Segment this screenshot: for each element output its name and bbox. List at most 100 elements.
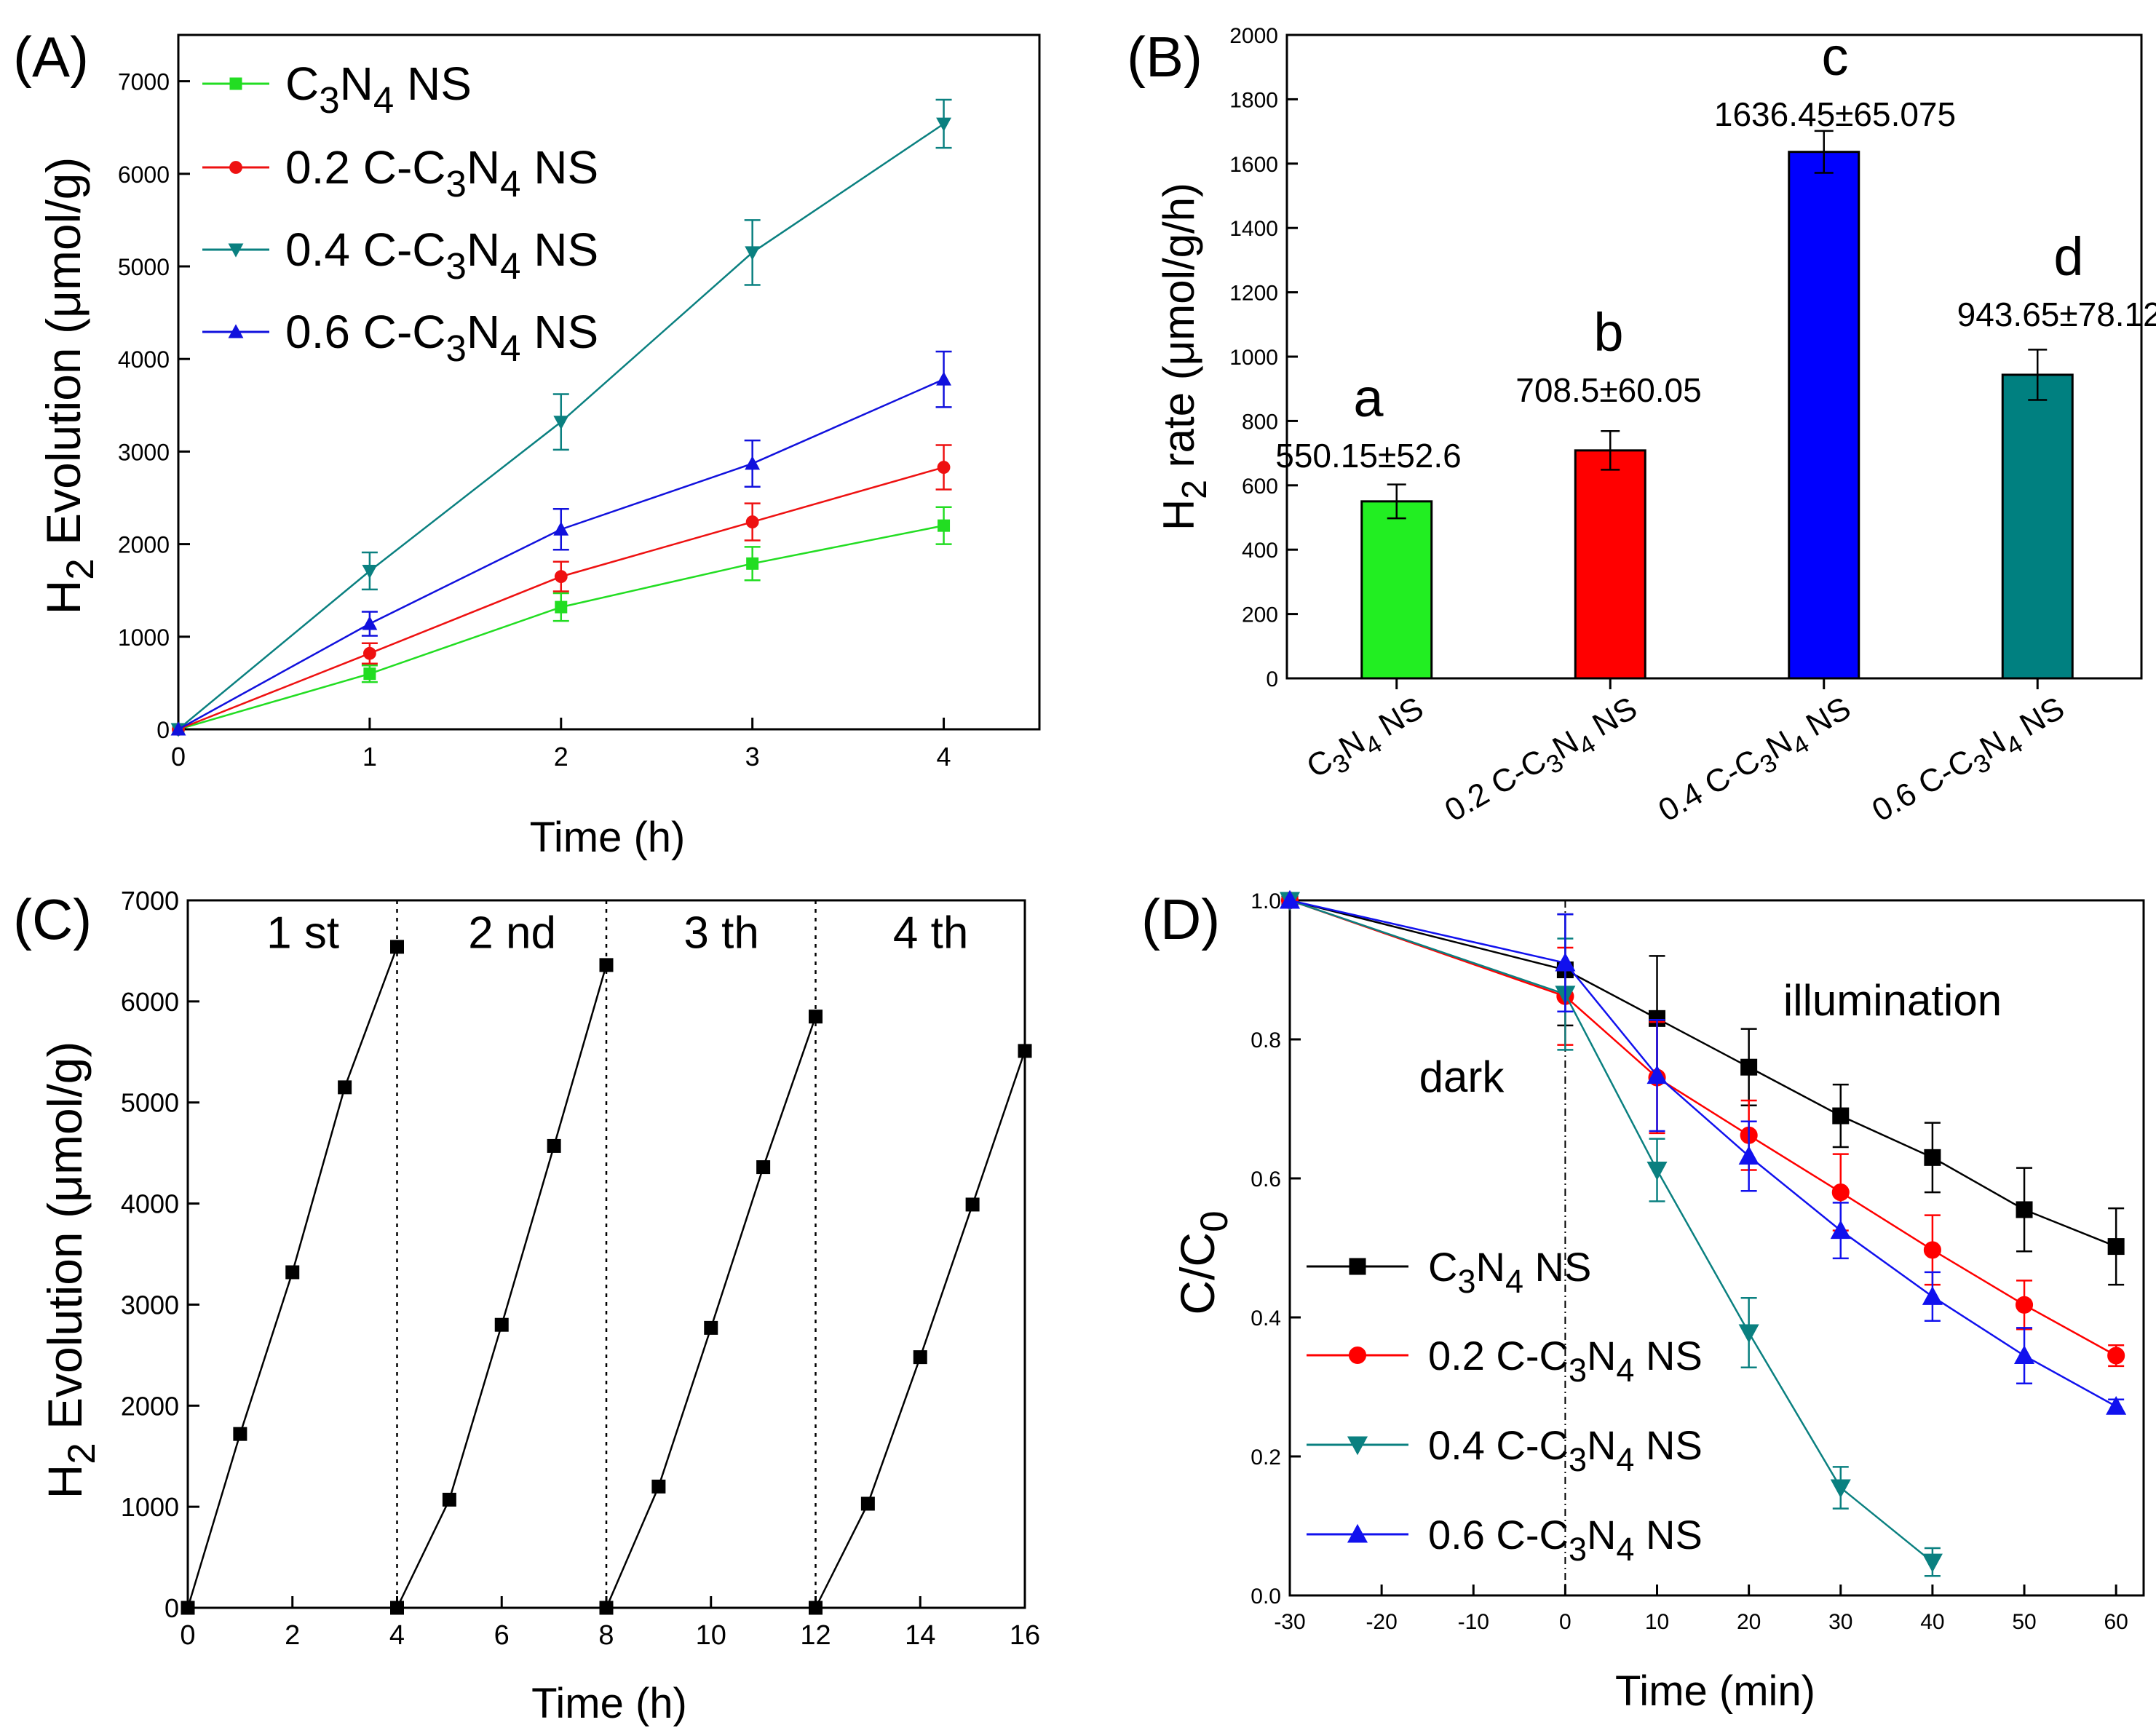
formula-text: NS xyxy=(1634,1422,1702,1468)
formula-text: N xyxy=(467,141,500,194)
panel-a-label: (A) xyxy=(13,25,89,89)
y-axis-label: H2 Evolution (μmol/g) xyxy=(38,1042,103,1499)
formula-subscript: 3 xyxy=(1457,1263,1475,1300)
series-line xyxy=(1289,899,2117,1248)
formula-text: 0.6 C-C xyxy=(285,306,446,358)
formula-subscript: 4 xyxy=(500,245,520,287)
y-tick-label: 6000 xyxy=(118,162,170,188)
series-line xyxy=(1289,899,2117,1357)
axis-label-text: rate xyxy=(1154,380,1203,480)
data-point xyxy=(746,557,759,570)
formula-subscript: 4 xyxy=(1616,1531,1634,1568)
x-tick-label: 16 xyxy=(1010,1620,1040,1651)
formula-text: N xyxy=(467,223,500,276)
axis-label-subscript: 0 xyxy=(1193,1210,1236,1232)
dark-annotation: dark xyxy=(1419,1052,1505,1101)
y-tick-label: 0.8 xyxy=(1251,1028,1281,1052)
formula-text: 0.6 C-C xyxy=(1428,1512,1569,1558)
formula-text: 0.2 C-C xyxy=(1428,1333,1569,1379)
cycle-label: 1 st xyxy=(266,908,339,958)
cycle-series-3 xyxy=(599,1010,823,1615)
legend: C3N4 NS 0.2 C-C3N4 NS 0.4 C-C3N4 NS 0.6 C-C… xyxy=(1307,1244,1703,1568)
formula-text: NS xyxy=(394,57,472,110)
data-point xyxy=(1646,1065,1668,1084)
series-3 xyxy=(1279,892,1943,1577)
legend-marker xyxy=(1349,1258,1366,1275)
formula-subscript: 3 xyxy=(446,328,467,369)
data-point xyxy=(285,1265,300,1280)
axis-label-unit: (μmol/g) xyxy=(38,1042,92,1218)
data-point xyxy=(181,1601,195,1615)
y-tick-label: 7000 xyxy=(121,886,179,916)
data-point xyxy=(2015,1296,2034,1314)
axis-label-text: Evolution xyxy=(36,334,90,558)
axis-label-text: H xyxy=(38,1464,92,1499)
x-tick-label: 60 xyxy=(2104,1610,2128,1634)
y-tick-label: 600 xyxy=(1242,475,1278,499)
data-point xyxy=(756,1160,771,1175)
data-point xyxy=(745,515,759,528)
formula-subscript: 4 xyxy=(1616,1441,1634,1478)
x-tick-label: 6 xyxy=(494,1620,510,1651)
y-tick-label: 6000 xyxy=(121,987,179,1017)
y-tick-label: 0.6 xyxy=(1251,1167,1281,1191)
legend-label: C3N4 NS xyxy=(285,57,472,121)
data-point xyxy=(936,117,951,132)
data-point xyxy=(442,1492,456,1507)
formula-subscript: 4 xyxy=(500,163,520,205)
illumination-annotation: illumination xyxy=(1783,976,2002,1025)
panel-c-label: (C) xyxy=(13,887,92,951)
data-point xyxy=(338,1080,352,1095)
x-tick-label: 12 xyxy=(800,1620,831,1651)
data-point xyxy=(362,646,376,660)
x-tick-label: -20 xyxy=(1366,1610,1397,1634)
data-point xyxy=(554,570,568,584)
legend-label: C3N4 NS xyxy=(1428,1244,1591,1300)
formula-text: NS xyxy=(520,223,598,276)
y-tick-label: 400 xyxy=(1242,539,1278,563)
y-tick-label: 5000 xyxy=(118,254,170,280)
error-bar xyxy=(1387,483,1406,520)
significance-letter: c xyxy=(1822,26,1849,87)
formula-subscript: 3 xyxy=(446,245,467,287)
value-label: 708.5±60.05 xyxy=(1515,371,1701,409)
cycle-series-2 xyxy=(390,958,614,1615)
data-point xyxy=(1738,1324,1759,1344)
y-tick-label: 3000 xyxy=(118,439,170,465)
data-point xyxy=(1831,1183,1850,1202)
axis-label-subscript: 2 xyxy=(60,1443,103,1464)
formula-subscript: 3 xyxy=(1569,1352,1587,1389)
legend-label: 0.6 C-C3N4 NS xyxy=(285,306,598,369)
x-tick-label: 3 xyxy=(745,742,760,772)
x-axis-label: Time (h) xyxy=(530,814,686,861)
axis-label-text: Evolution xyxy=(38,1218,92,1443)
y-tick-label: 4000 xyxy=(121,1189,179,1219)
x-tick-label: 30 xyxy=(1828,1610,1852,1634)
legend-label: 0.4 C-C3N4 NS xyxy=(1428,1422,1703,1478)
cycle-label: 2 nd xyxy=(468,908,556,958)
x-tick-label: 10 xyxy=(1645,1610,1669,1634)
legend-label: 0.2 C-C3N4 NS xyxy=(1428,1333,1703,1389)
data-point xyxy=(2016,1201,2033,1218)
y-tick-label: 1400 xyxy=(1229,217,1278,241)
data-point xyxy=(937,461,951,474)
axis-label-text: C/C xyxy=(1170,1232,1224,1315)
error-bar xyxy=(1601,430,1620,471)
y-tick-label: 200 xyxy=(1242,603,1278,627)
formula-subscript: 4 xyxy=(1505,1263,1523,1300)
panel-a-frame xyxy=(177,33,1041,731)
y-tick-label: 5000 xyxy=(121,1088,179,1118)
axis-label-subscript: 2 xyxy=(59,558,102,579)
y-tick-label: 2000 xyxy=(121,1391,179,1421)
legend-marker xyxy=(228,243,244,258)
x-tick-label: 14 xyxy=(905,1620,935,1651)
x-tick-label: 4 xyxy=(937,742,951,772)
data-point xyxy=(1922,1553,1943,1573)
legend-marker xyxy=(1347,1436,1368,1456)
formula-text: C xyxy=(1428,1244,1457,1290)
bar xyxy=(1360,500,1433,680)
legend-marker xyxy=(228,324,244,338)
cycle-series-4 xyxy=(809,1044,1032,1615)
y-tick-label: 2000 xyxy=(118,532,170,558)
